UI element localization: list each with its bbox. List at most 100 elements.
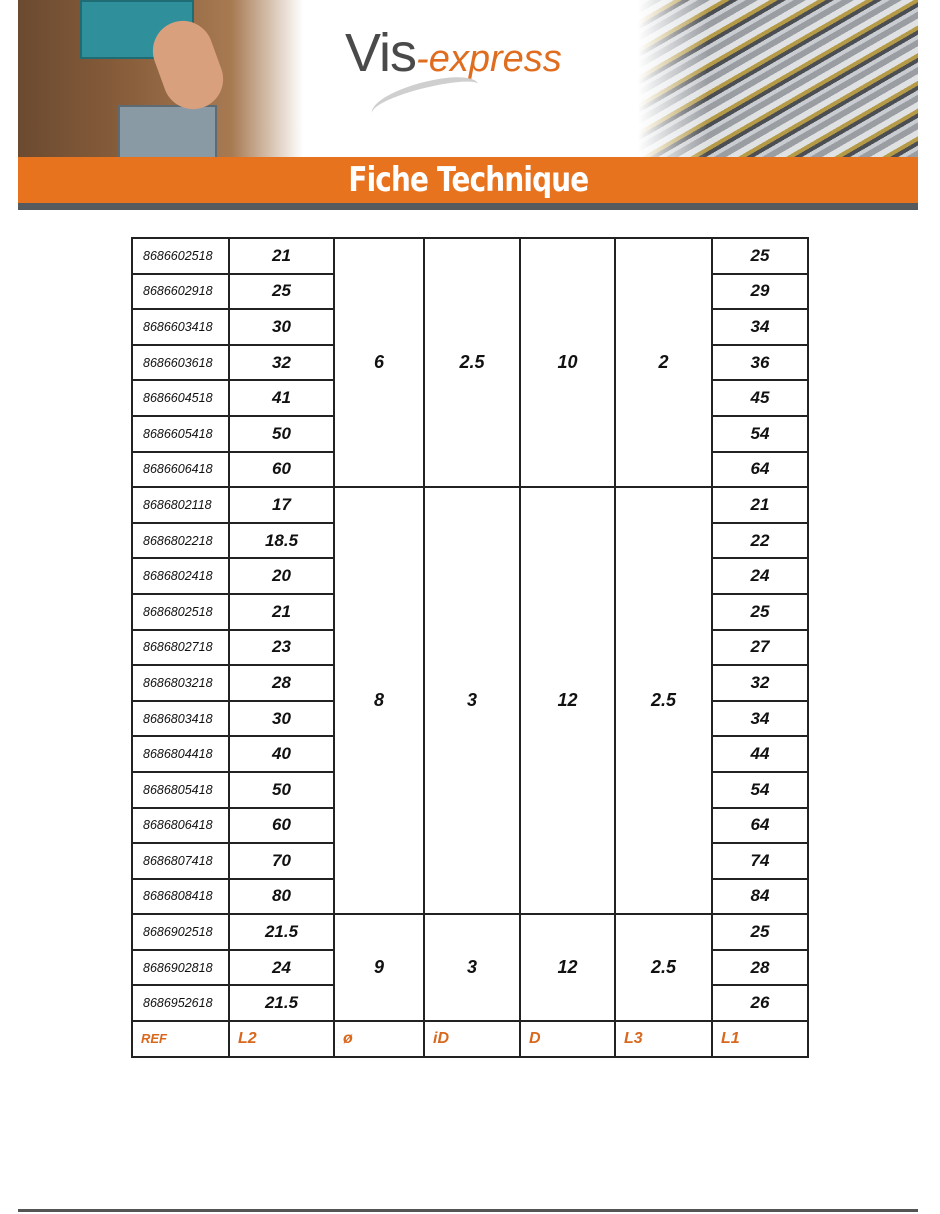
- table-row: 8686802518 21 25: [131, 592, 809, 631]
- column-header-row: REF L2 ø iD D L3 L1: [131, 1020, 809, 1058]
- d-cell: 12: [519, 913, 616, 1023]
- l1-cell: 24: [711, 557, 809, 595]
- column-header: ø: [333, 1020, 425, 1058]
- l2-cell: 20: [228, 557, 335, 595]
- column-header: L3: [614, 1020, 713, 1058]
- l1-cell: 34: [711, 699, 809, 738]
- table-row: 8686606418 60 64: [131, 450, 809, 489]
- l2-cell: 30: [228, 308, 335, 346]
- table-row: 8686807418 70 74: [131, 842, 809, 880]
- l1-cell: 34: [711, 308, 809, 346]
- table-row: 8686605418 50 54: [131, 414, 809, 453]
- id-cell: 3: [423, 486, 521, 916]
- spec-table: 8686602518 21 6 2.5 10 2 25 8686602918 25 29 86866…: [131, 236, 809, 1058]
- table-row: 8686602518 21 6 2.5 10 2 25: [131, 236, 809, 489]
- l2-cell: 80: [228, 877, 335, 916]
- l1-cell: 36: [711, 343, 809, 382]
- l1-cell: 21: [711, 486, 809, 524]
- ref-cell: 8686602518: [131, 237, 230, 275]
- table-row: 8686952618 21.5 26: [131, 984, 809, 1023]
- table-row: 8686803218 28 32: [131, 664, 809, 702]
- table-row: 8686806418 60 64: [131, 806, 809, 845]
- l1-cell: 45: [711, 379, 809, 417]
- l1-cell: 54: [711, 770, 809, 809]
- l2-cell: 25: [228, 272, 335, 311]
- l2-cell: 21: [228, 592, 335, 631]
- workbench-photo: [18, 0, 303, 157]
- id-cell: 2.5: [423, 236, 521, 489]
- screw-box-image: [118, 105, 217, 157]
- ref-cell: 8686807418: [131, 842, 230, 880]
- l2-cell: 21: [228, 237, 335, 275]
- l1-cell: 29: [711, 272, 809, 311]
- l1-cell: 22: [711, 521, 809, 560]
- l1-cell: 44: [711, 735, 809, 773]
- ref-cell: 8686803218: [131, 664, 230, 702]
- table-row: 8686603618 32 36: [131, 343, 809, 382]
- ref-cell: 8686902518: [131, 913, 230, 951]
- footer-divider: [18, 1209, 918, 1212]
- divider: [18, 203, 918, 210]
- l3-cell: 2: [614, 236, 713, 489]
- ref-cell: 8686802518: [131, 592, 230, 631]
- ref-cell: 8686952618: [131, 984, 230, 1023]
- table-row: 8686902518 21.5 9 3 12 2.5 25: [131, 913, 809, 1023]
- ref-cell: 8686604518: [131, 379, 230, 417]
- l2-cell: 60: [228, 806, 335, 845]
- table-row: 8686808418 80 84: [131, 877, 809, 916]
- l1-cell: 64: [711, 806, 809, 845]
- table-row: 8686902818 24 28: [131, 948, 809, 987]
- l3-cell: 2.5: [614, 486, 713, 916]
- d-cell: 12: [519, 486, 616, 916]
- l1-cell: 32: [711, 664, 809, 702]
- ref-cell: 8686603618: [131, 343, 230, 382]
- ref-cell: 8686902818: [131, 948, 230, 987]
- table-row: 8686604518 41 45: [131, 379, 809, 417]
- l1-cell: 28: [711, 948, 809, 987]
- table-row: 8686802218 18.5 22: [131, 521, 809, 560]
- vis-express-logo: Vis-express: [345, 23, 562, 83]
- column-header: REF: [131, 1020, 230, 1058]
- ref-cell: 8686802418: [131, 557, 230, 595]
- screws-photo: [638, 0, 918, 157]
- l2-cell: 30: [228, 699, 335, 738]
- l1-cell: 25: [711, 237, 809, 275]
- l2-cell: 41: [228, 379, 335, 417]
- ref-cell: 8686603418: [131, 308, 230, 346]
- header-banner: Vis-express: [18, 0, 918, 157]
- l2-cell: 28: [228, 664, 335, 702]
- l1-cell: 27: [711, 628, 809, 667]
- diameter-cell: 8: [333, 486, 425, 916]
- ref-cell: 8686802118: [131, 486, 230, 524]
- ref-cell: 8686806418: [131, 806, 230, 845]
- column-header: L1: [711, 1020, 809, 1058]
- l2-cell: 32: [228, 343, 335, 382]
- ref-cell: 8686802218: [131, 521, 230, 560]
- l1-cell: 64: [711, 450, 809, 489]
- ref-cell: 8686805418: [131, 770, 230, 809]
- l2-cell: 60: [228, 450, 335, 489]
- table-row: 8686805418 50 54: [131, 770, 809, 809]
- page-title: Fiche Technique: [347, 160, 589, 200]
- column-header: iD: [423, 1020, 521, 1058]
- l1-cell: 54: [711, 414, 809, 453]
- l2-cell: 21.5: [228, 984, 335, 1023]
- l1-cell: 74: [711, 842, 809, 880]
- l3-cell: 2.5: [614, 913, 713, 1023]
- table-row: 8686803418 30 34: [131, 699, 809, 738]
- ref-cell: 8686808418: [131, 877, 230, 916]
- l2-cell: 24: [228, 948, 335, 987]
- l2-cell: 17: [228, 486, 335, 524]
- table-row: 8686802118 17 8 3 12 2.5 21: [131, 486, 809, 916]
- l2-cell: 50: [228, 414, 335, 453]
- d-cell: 10: [519, 236, 616, 489]
- table-row: 8686804418 40 44: [131, 735, 809, 773]
- l2-cell: 70: [228, 842, 335, 880]
- column-header: L2: [228, 1020, 335, 1058]
- column-header: D: [519, 1020, 616, 1058]
- ref-cell: 8686804418: [131, 735, 230, 773]
- l1-cell: 25: [711, 592, 809, 631]
- table-row: 8686802418 20 24: [131, 557, 809, 595]
- l2-cell: 23: [228, 628, 335, 667]
- l1-cell: 84: [711, 877, 809, 916]
